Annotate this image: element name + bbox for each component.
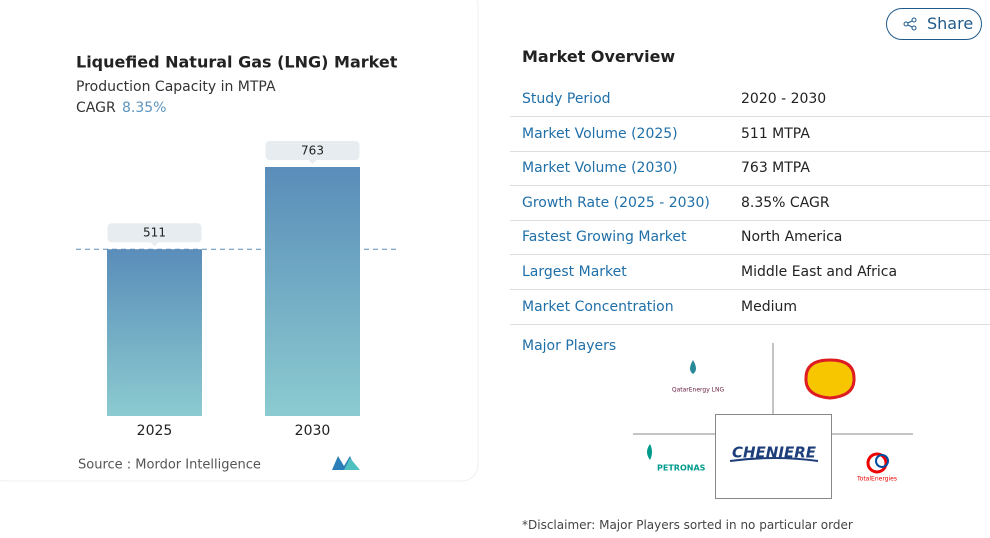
overview-row: Study Period 2020 - 2030 (510, 82, 990, 117)
overview-row: Largest Market Middle East and Africa (510, 255, 990, 290)
cagr-label: CAGR (76, 100, 116, 116)
player-logo: PETRONAS (657, 464, 706, 473)
row-label: Market Volume (2025) (522, 125, 678, 142)
chart-card: Liquefied Natural Gas (LNG) Market Produ… (0, 0, 479, 482)
value-label: 511 (143, 226, 166, 240)
value-label-pointer (150, 242, 159, 247)
source: Source : Mordor Intelligence (78, 458, 261, 473)
disclaimer: *Disclaimer: Major Players sorted in no … (522, 518, 853, 532)
share-icon (903, 17, 917, 31)
major-players-label: Major Players (522, 338, 617, 354)
overview-row: Growth Rate (2025 - 2030) 8.35% CAGR (510, 186, 990, 221)
row-label: Market Volume (2030) (522, 160, 678, 177)
row-label: Growth Rate (2025 - 2030) (522, 194, 710, 211)
bar (107, 249, 202, 416)
bar (265, 167, 360, 416)
row-label: Study Period (522, 91, 611, 107)
row-label: Market Concentration (522, 298, 674, 315)
overview-row: Market Volume (2030) 763 MTPA (510, 151, 990, 187)
x-tick-label: 2030 (295, 423, 331, 439)
row-label: Fastest Growing Market (522, 229, 687, 246)
overview-row: Market Volume (2025) 511 MTPA (510, 117, 990, 152)
logo (332, 456, 360, 470)
overview-row: Market Concentration Medium (510, 290, 990, 325)
share-button[interactable]: Share (886, 8, 982, 40)
value-label-box (107, 223, 202, 243)
player-logo: CHENIERE (732, 444, 817, 462)
row-value: 8.35% CAGR (741, 194, 830, 211)
overview-row: Fastest Growing Market North America (510, 220, 990, 256)
row-value: 763 MTPA (741, 160, 810, 177)
x-tick-label: 2025 (137, 423, 173, 439)
row-value: Middle East and Africa (741, 264, 898, 280)
row-value: Medium (741, 298, 797, 315)
overview-title: Market Overview (522, 47, 676, 66)
share-text: Share (927, 14, 974, 33)
chart-subtitle: Production Capacity in MTPA (76, 79, 276, 95)
row-value: 511 MTPA (741, 125, 810, 142)
card (0, 0, 479, 482)
chart-title: Liquefied Natural Gas (LNG) Market (76, 53, 398, 72)
row-value: 2020 - 2030 (741, 91, 827, 107)
cagr-value: 8.35% (122, 100, 166, 116)
value-label: 763 (301, 144, 324, 158)
players-grid: QatarEnergy LNG CHENIERE PETRONAS TotalE… (633, 343, 913, 499)
player-logo: QatarEnergy LNG (672, 387, 725, 394)
value-label-pointer (308, 160, 317, 164)
value-label-box (265, 141, 360, 160)
row-label: Largest Market (522, 264, 627, 280)
player-logo: TotalEnergies (856, 476, 897, 483)
row-value: North America (741, 229, 843, 246)
